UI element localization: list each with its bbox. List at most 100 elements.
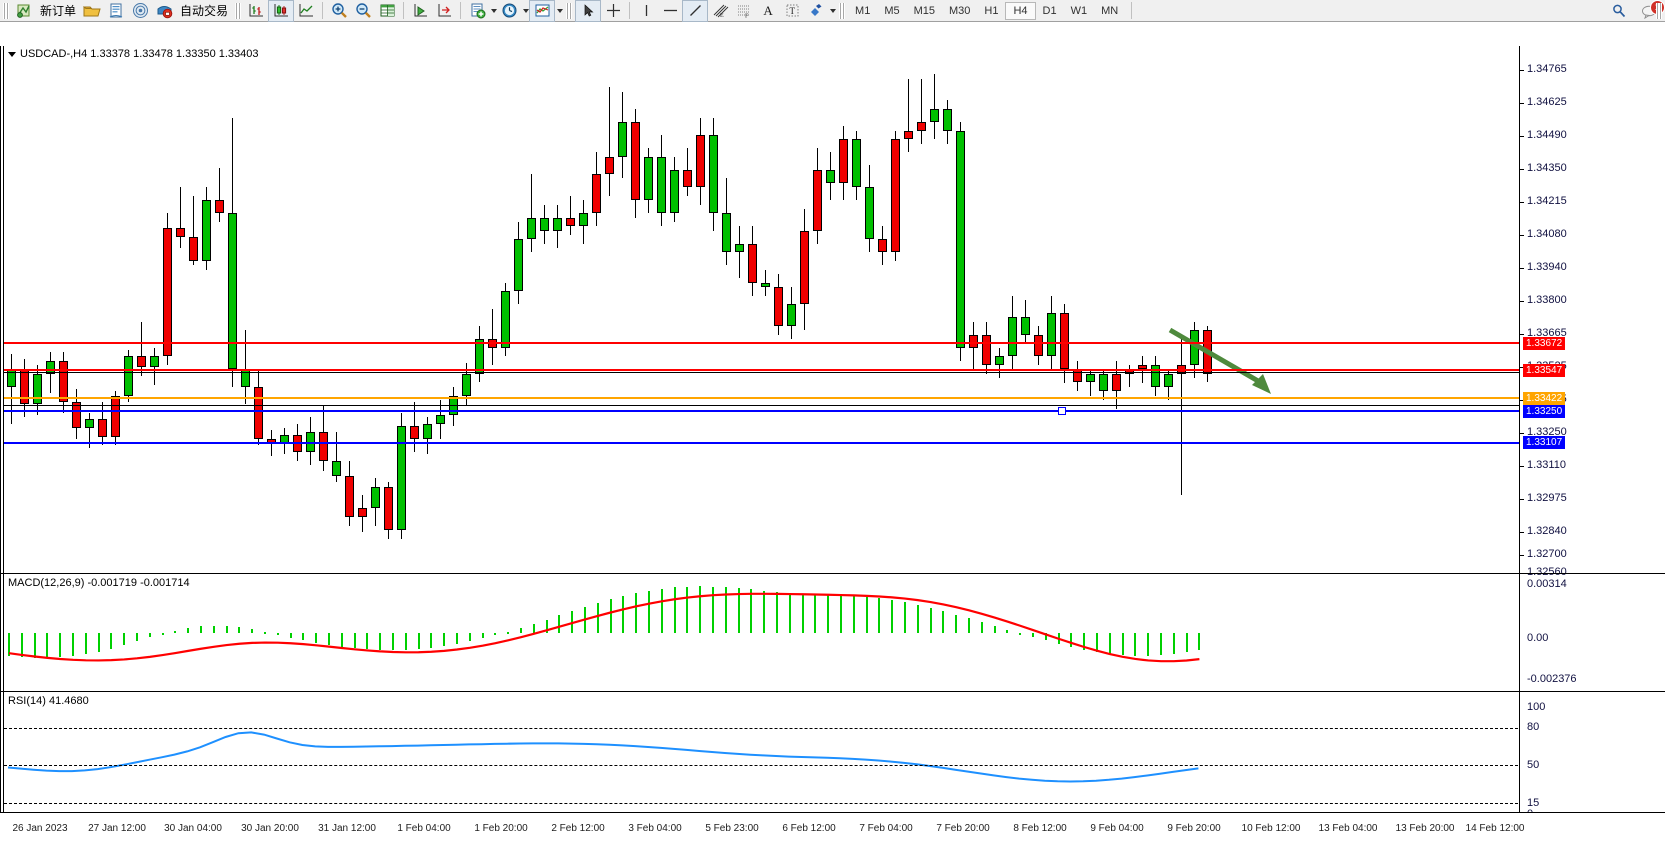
time-tick: 7 Feb 04:00: [859, 823, 913, 834]
toolbar-separator-3: [460, 2, 462, 19]
macd-histogram-bar: [148, 633, 151, 638]
candle-body: [774, 286, 783, 327]
horizontal-line-icon[interactable]: [658, 1, 682, 21]
level-line-support-2[interactable]: [4, 442, 1519, 444]
macd-histogram-bar: [507, 631, 510, 634]
candle-wick: [492, 308, 493, 366]
rsi-line-layer: [7, 731, 1199, 783]
level-label-4[interactable]: 1.33250: [1523, 405, 1566, 418]
level-line-resistance-1[interactable]: [4, 342, 1519, 344]
timeframe-m15[interactable]: M15: [913, 4, 935, 17]
new-order-label[interactable]: 新订单: [40, 4, 77, 18]
chart-menu-triangle-icon[interactable]: [8, 51, 16, 57]
timeframe-m1[interactable]: M1: [855, 4, 871, 17]
toolbar-grip[interactable]: [3, 2, 9, 19]
chart-symbol-header[interactable]: USDCAD-,H4 1.33378 1.33478 1.33350 1.334…: [8, 48, 259, 60]
macd-histogram-bar: [660, 588, 663, 633]
toolbar-grip-3[interactable]: [566, 2, 573, 19]
indicators-icon[interactable]: [465, 1, 489, 21]
time-tick: 10 Feb 12:00: [1241, 823, 1301, 834]
toolbar-separator-5: [1131, 2, 1133, 19]
zoom-out-icon[interactable]: [351, 1, 375, 21]
signals-icon[interactable]: [128, 1, 152, 21]
toolbar-grip-4[interactable]: [839, 2, 846, 19]
autotrading-label[interactable]: 自动交易: [180, 4, 229, 18]
macd-histogram-bar: [1121, 633, 1124, 656]
level-label-2[interactable]: 1.33547: [1523, 364, 1566, 377]
macd-histogram-bar: [1147, 633, 1150, 656]
level-label-1[interactable]: 1.33672: [1523, 337, 1566, 350]
timeframe-h1[interactable]: H1: [984, 4, 999, 17]
crosshair-icon[interactable]: [601, 1, 625, 21]
down-arrow-icon[interactable]: [1168, 327, 1271, 394]
level-line-resistance-2[interactable]: [4, 369, 1519, 371]
level-line-pivot[interactable]: [4, 397, 1519, 399]
level-anchor-handle[interactable]: [1058, 407, 1066, 415]
level-label-5[interactable]: 1.33107: [1523, 436, 1566, 449]
macd-subwindow[interactable]: MACD(12,26,9) -0.001719 -0.001714 0.0031…: [0, 573, 1665, 692]
timeframe-m30[interactable]: M30: [949, 4, 971, 17]
time-tick: 13 Feb 04:00: [1318, 823, 1378, 834]
timeframe-h4[interactable]: H4: [1005, 1, 1036, 20]
chart-shift-icon[interactable]: [432, 1, 456, 21]
text-label-icon[interactable]: T: [780, 1, 804, 21]
candle-body: [1099, 373, 1108, 392]
search-icon[interactable]: [1607, 1, 1631, 21]
macd-histogram-bar: [648, 590, 650, 633]
period-clock-icon[interactable]: [497, 1, 521, 21]
indicators-dropdown-icon[interactable]: [491, 8, 498, 13]
candle-body: [46, 360, 55, 374]
timeframe-m5[interactable]: M5: [884, 4, 900, 17]
bar-chart-icon[interactable]: [244, 1, 268, 21]
candle-body: [800, 230, 809, 305]
market-icon[interactable]: [152, 1, 176, 21]
trend-line-icon[interactable]: [682, 0, 709, 22]
line-chart-icon[interactable]: [294, 1, 318, 21]
equidistant-channel-icon[interactable]: E: [708, 1, 732, 21]
time-tick: 30 Jan 20:00: [241, 823, 299, 834]
shapes-icon[interactable]: [804, 1, 828, 21]
toolbar-grip-5[interactable]: [1656, 2, 1662, 19]
candle-wick: [1090, 369, 1091, 396]
candle-body: [1021, 317, 1030, 335]
rsi-subwindow[interactable]: RSI(14) 41.4680 100 80 50 15 0: [0, 691, 1665, 820]
timeframe-mn[interactable]: MN: [1101, 4, 1119, 17]
macd-histogram-bar: [187, 628, 190, 633]
shapes-dropdown-icon[interactable]: [830, 8, 837, 13]
folder-icon[interactable]: [80, 1, 104, 21]
candle-body: [592, 174, 601, 214]
chart-container[interactable]: USDCAD-,H4 1.33378 1.33478 1.33350 1.334…: [0, 22, 1665, 836]
timeframe-d1[interactable]: D1: [1042, 4, 1057, 17]
time-axis[interactable]: 26 Jan 2023 27 Jan 12:00 30 Jan 04:00 30…: [0, 812, 1665, 836]
macd-histogram-bar: [353, 633, 356, 649]
templates-icon[interactable]: [529, 0, 556, 22]
toolbar-grip-2[interactable]: [235, 2, 242, 19]
data-window-icon[interactable]: [104, 1, 128, 21]
candlestick-chart-icon[interactable]: [268, 0, 295, 22]
text-icon[interactable]: A: [763, 2, 773, 18]
auto-scroll-icon[interactable]: [408, 1, 432, 21]
fibonacci-icon[interactable]: F: [732, 1, 756, 21]
candle-body: [1086, 373, 1095, 383]
candle-body: [605, 156, 614, 175]
zoom-in-icon[interactable]: [327, 1, 351, 21]
candle-body: [124, 356, 133, 396]
grid-icon[interactable]: [375, 1, 399, 21]
macd-histogram-bar: [596, 602, 599, 633]
price-tick: 1.32840: [1520, 525, 1567, 537]
rsi-line: [7, 731, 1199, 783]
macd-signal-line-layer: [8, 592, 1200, 663]
macd-histogram-bar: [980, 622, 983, 633]
macd-histogram-bar: [443, 633, 446, 646]
macd-histogram-bar: [814, 594, 817, 633]
chart-left-border-inner: [3, 46, 4, 812]
templates-dropdown-icon[interactable]: [557, 8, 564, 13]
timeframe-w1[interactable]: W1: [1070, 4, 1088, 17]
level-label-3[interactable]: 1.33422: [1523, 392, 1566, 405]
new-order-icon[interactable]: [12, 1, 36, 21]
cursor-icon[interactable]: [575, 0, 602, 22]
period-dropdown-icon[interactable]: [523, 8, 530, 13]
vertical-line-icon[interactable]: [634, 1, 658, 21]
level-line-support-1[interactable]: [4, 410, 1519, 412]
candle-body: [956, 130, 965, 348]
